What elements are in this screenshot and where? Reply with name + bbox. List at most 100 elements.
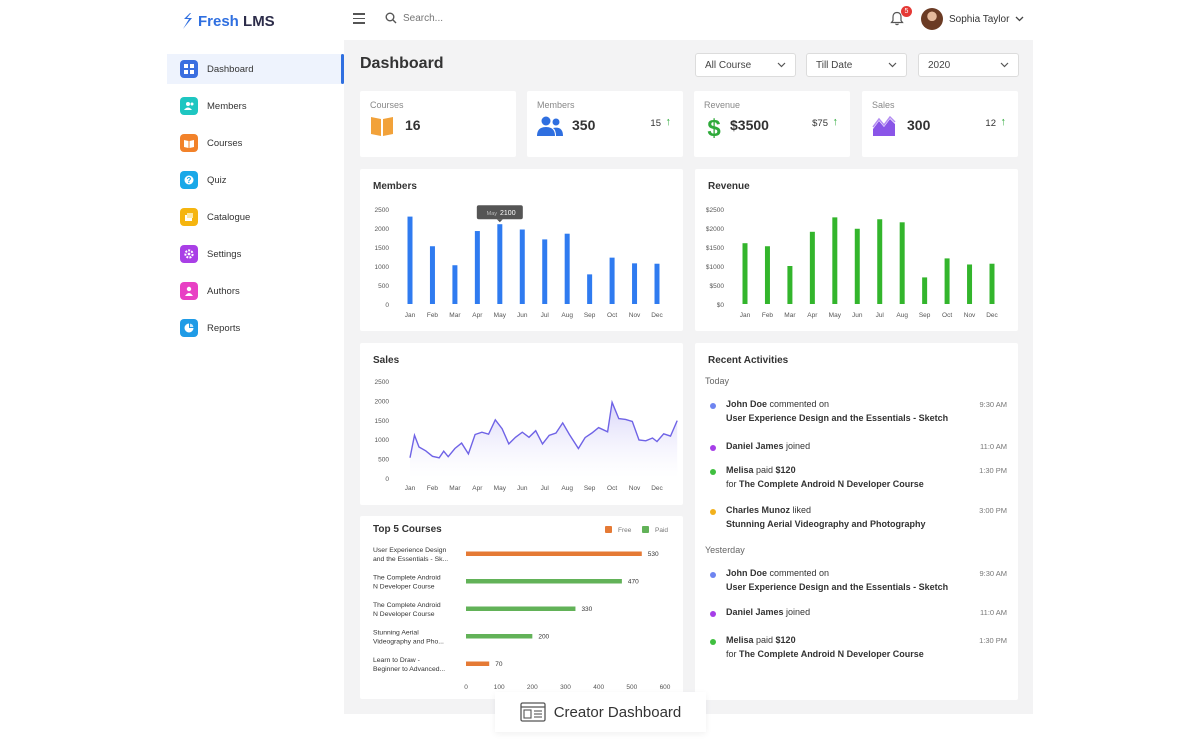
x-tick-label: 500 [626, 684, 637, 691]
activity-dot [710, 639, 716, 645]
brand-name: Fresh LMS [198, 13, 275, 30]
y-tick-label: 1000 [375, 264, 390, 271]
creator-dashboard-caption: Creator Dashboard [495, 692, 706, 732]
sidebar-item-authors[interactable]: Authors [167, 276, 344, 306]
x-tick-label: Dec [651, 312, 663, 319]
revenue-chart-card: Revenue $2500 $2000 $1500 $1000 $500 $0 Jan Feb… [695, 169, 1018, 331]
dollar-icon: $ [707, 115, 721, 139]
bar [832, 217, 838, 304]
chart-title: Sales [373, 355, 400, 366]
legend-swatch-free [605, 526, 612, 533]
x-tick-label: May [829, 312, 842, 319]
dashboard-layout-icon [520, 702, 546, 722]
activity-summary: Melisa paid $120 [726, 635, 796, 645]
x-tick-label: Aug [561, 485, 573, 492]
sidebar-item-dashboard[interactable]: Dashboard [167, 54, 344, 84]
y-tick-label: 2500 [375, 207, 390, 214]
app-window: Fresh LMS 5 Sophia Taylor [167, 0, 1033, 714]
y-tick-label: 500 [378, 283, 389, 290]
bar [944, 258, 950, 304]
activity-time: 11:0 AM [980, 608, 1007, 617]
bar [542, 239, 548, 304]
x-tick-label: Jul [541, 312, 550, 319]
x-tick-label: Oct [607, 485, 617, 492]
caption-text: Creator Dashboard [553, 703, 682, 721]
top-courses-bar-chart: Free Paid User Experience Design and the Es… [373, 526, 671, 691]
x-tick-label: Mar [784, 312, 796, 319]
users-icon [537, 116, 563, 136]
members-chart-card: Members 2500 2000 1500 1000 500 0 Jan Feb Mar Apr… [360, 169, 683, 331]
members-icon [180, 97, 198, 115]
brand-prefix: Fresh [198, 12, 239, 30]
course-value-label: 470 [628, 579, 639, 586]
sidebar-item-label: Reports [207, 322, 241, 334]
activity-amount: $120 [775, 465, 796, 475]
stat-value: 300 [907, 117, 931, 133]
x-tick-label: Apr [472, 312, 483, 319]
year-filter-select[interactable]: 2020 [918, 53, 1019, 77]
activity-user: John Doe [726, 399, 768, 409]
bar [587, 274, 593, 304]
x-tick-label: Sep [584, 312, 596, 319]
sidebar-item-catalogue[interactable]: Catalogue [167, 202, 344, 232]
activity-time: 9:30 AM [979, 400, 1007, 409]
course-label-line: Stunning Aerial [373, 630, 419, 637]
activity-user: John Doe [726, 568, 768, 578]
sidebar-item-members[interactable]: Members [167, 91, 344, 121]
bar [452, 265, 458, 304]
y-tick-label: $2000 [706, 226, 724, 233]
search-box[interactable] [385, 12, 583, 24]
user-menu[interactable]: Sophia Taylor [921, 8, 1024, 30]
svg-text:?: ? [187, 176, 192, 185]
x-tick-label: Aug [896, 312, 908, 319]
sidebar-item-quiz[interactable]: ? Quiz [167, 165, 344, 195]
top-courses-card: Top 5 Courses Free Paid User Experience De… [360, 516, 683, 699]
y-tick-label: 2000 [375, 226, 390, 233]
stat-label: Sales [872, 100, 895, 110]
user-name: Sophia Taylor [949, 13, 1010, 25]
bar [519, 229, 525, 304]
course-label-line: and the Essentials - Sk... [373, 556, 448, 563]
bar [877, 219, 883, 304]
activity-user: Charles Munoz [726, 505, 791, 515]
x-tick-label: Sep [919, 312, 931, 319]
search-input[interactable] [403, 12, 583, 24]
course-bar [466, 551, 642, 556]
chart-title: Members [373, 181, 417, 192]
activity-action: commented on [767, 568, 830, 578]
logo[interactable]: Fresh LMS [181, 12, 275, 30]
sidebar-item-settings[interactable]: Settings [167, 239, 344, 269]
activity-detail: User Experience Design and the Essential… [726, 413, 949, 423]
date-filter-select[interactable]: Till Date [806, 53, 907, 77]
legend-label: Free [618, 527, 632, 534]
course-bar [466, 661, 490, 666]
activity-summary: Charles Munoz liked [726, 505, 811, 515]
x-tick-label: Aug [561, 312, 573, 319]
activity-detail-prefix: for [726, 479, 740, 489]
x-tick-label: Jan [740, 312, 751, 319]
activity-action: paid [753, 635, 776, 645]
activity-group-label: Today [705, 376, 730, 386]
x-tick-label: Apr [472, 485, 483, 492]
course-filter-select[interactable]: All Course [695, 53, 796, 77]
top-bar: Fresh LMS 5 Sophia Taylor [167, 0, 1033, 40]
activity-amount: $120 [775, 635, 796, 645]
notifications-button[interactable]: 5 [890, 6, 912, 31]
tooltip-pointer [496, 219, 503, 223]
menu-toggle-icon[interactable] [353, 13, 365, 25]
y-tick-label: $0 [717, 302, 725, 309]
avatar [921, 8, 943, 30]
bar [564, 233, 570, 304]
sidebar-item-reports[interactable]: Reports [167, 313, 344, 343]
year-filter-value: 2020 [928, 59, 951, 71]
course-label-line: Learn to Draw - [373, 657, 420, 664]
course-label-line: Videography and Pho... [373, 639, 444, 646]
x-tick-label: Jul [541, 485, 550, 492]
activity-summary: Daniel James joined [726, 441, 810, 451]
tooltip-value: 2100 [500, 210, 516, 217]
x-tick-label: Jul [876, 312, 885, 319]
activity-time: 1:30 PM [979, 636, 1007, 645]
x-tick-label: Nov [964, 312, 976, 319]
legend-swatch-paid [642, 526, 649, 533]
sidebar-item-courses[interactable]: Courses [167, 128, 344, 158]
